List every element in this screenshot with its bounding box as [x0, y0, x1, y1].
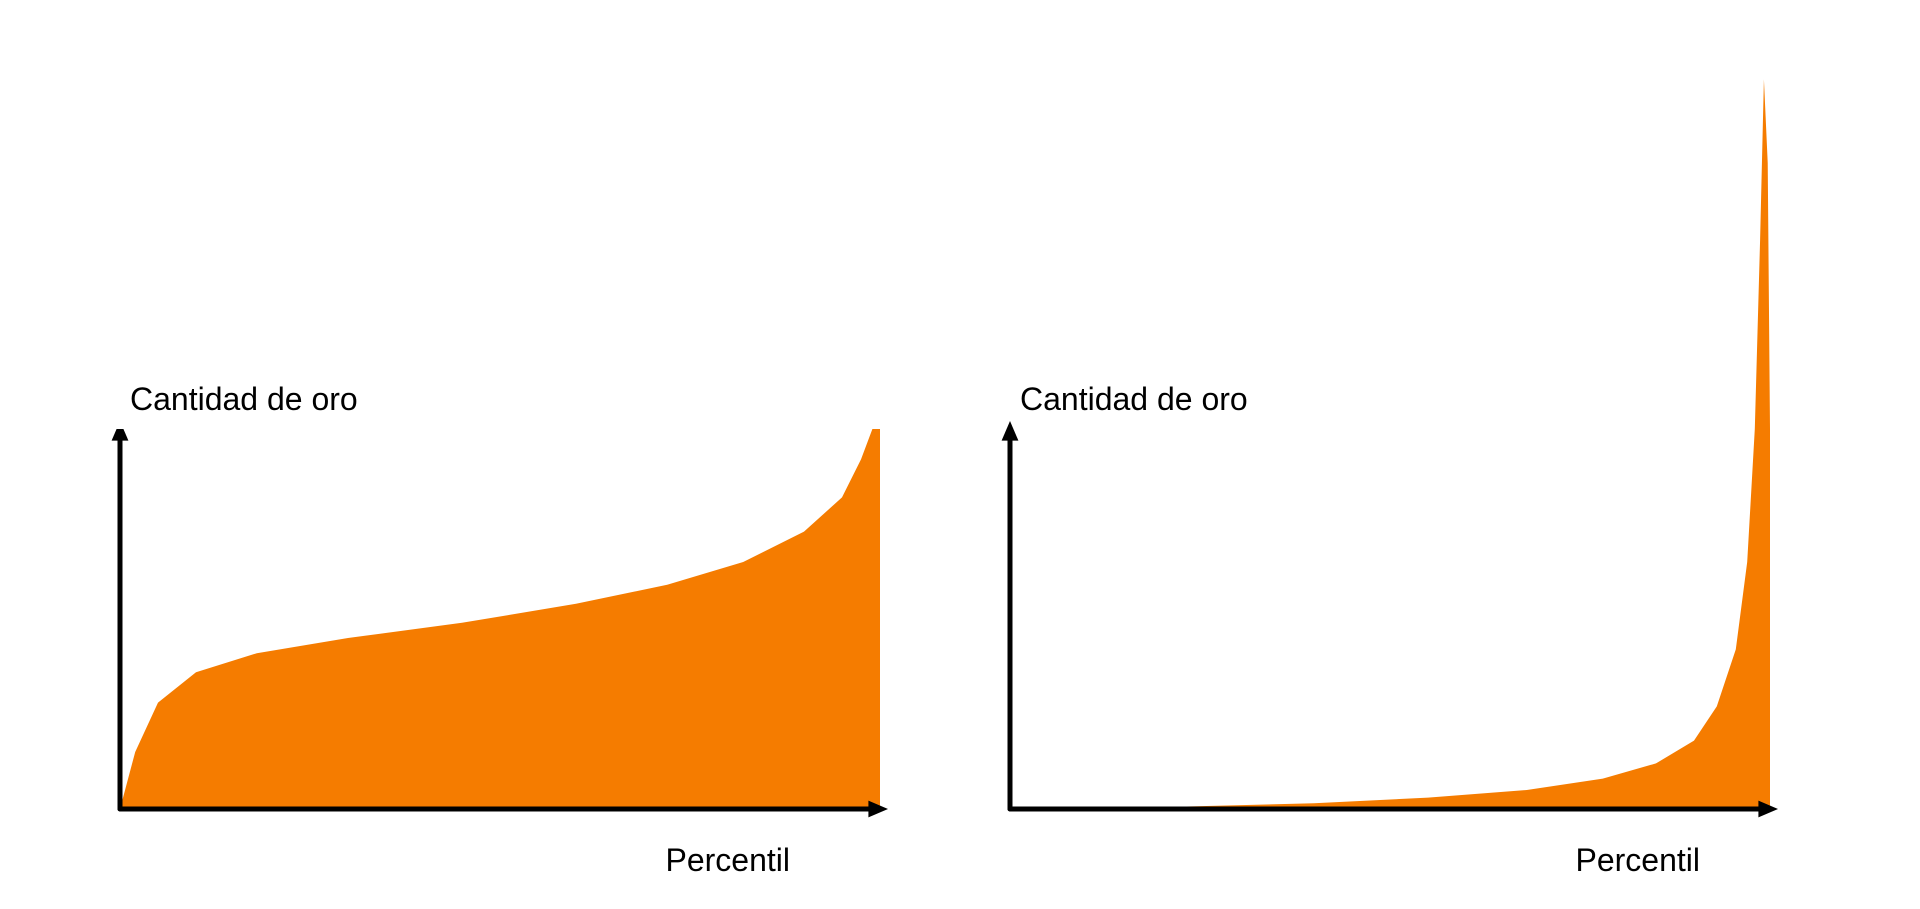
chart-panel-left: Cantidad de oro Percentil	[100, 429, 910, 829]
x-axis-label-right: Percentil	[1576, 842, 1701, 879]
axes	[1002, 421, 1778, 817]
area-fill	[120, 429, 880, 809]
y-axis-label-right: Cantidad de oro	[1020, 381, 1248, 418]
chart-svg-left	[100, 429, 900, 829]
charts-container: Cantidad de oro Percentil Cantidad de or…	[0, 0, 1920, 909]
y-axis-arrow-icon	[1002, 421, 1019, 441]
area-fill	[1010, 79, 1770, 809]
y-axis-label-left: Cantidad de oro	[130, 381, 358, 418]
y-axis-arrow-icon	[112, 429, 129, 441]
chart-svg-right	[990, 69, 1790, 829]
chart-panel-right: Cantidad de oro Percentil	[990, 69, 1800, 829]
x-axis-label-left: Percentil	[666, 842, 791, 879]
